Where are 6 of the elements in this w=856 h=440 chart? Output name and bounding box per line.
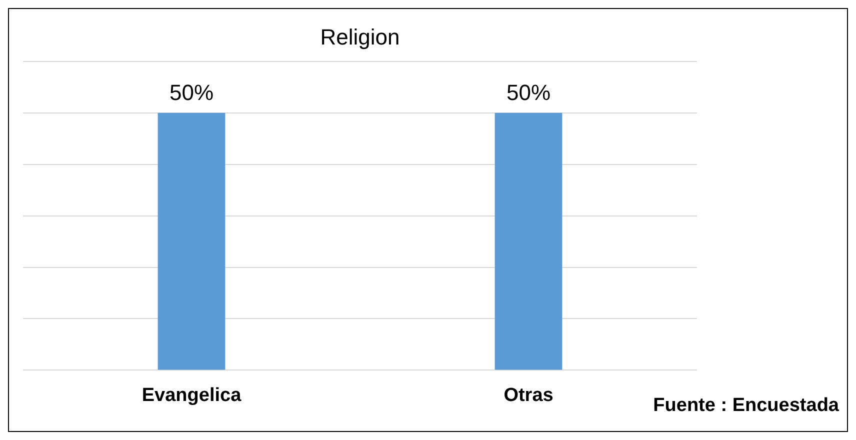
data-label: 50%: [169, 80, 214, 105]
x-tick-label: Otras: [504, 384, 554, 406]
source-note: Fuente : Encuestada: [653, 395, 839, 417]
chart-title: Religion: [320, 24, 400, 50]
x-tick-label: Evangelica: [142, 384, 242, 406]
data-label: 50%: [506, 80, 551, 105]
